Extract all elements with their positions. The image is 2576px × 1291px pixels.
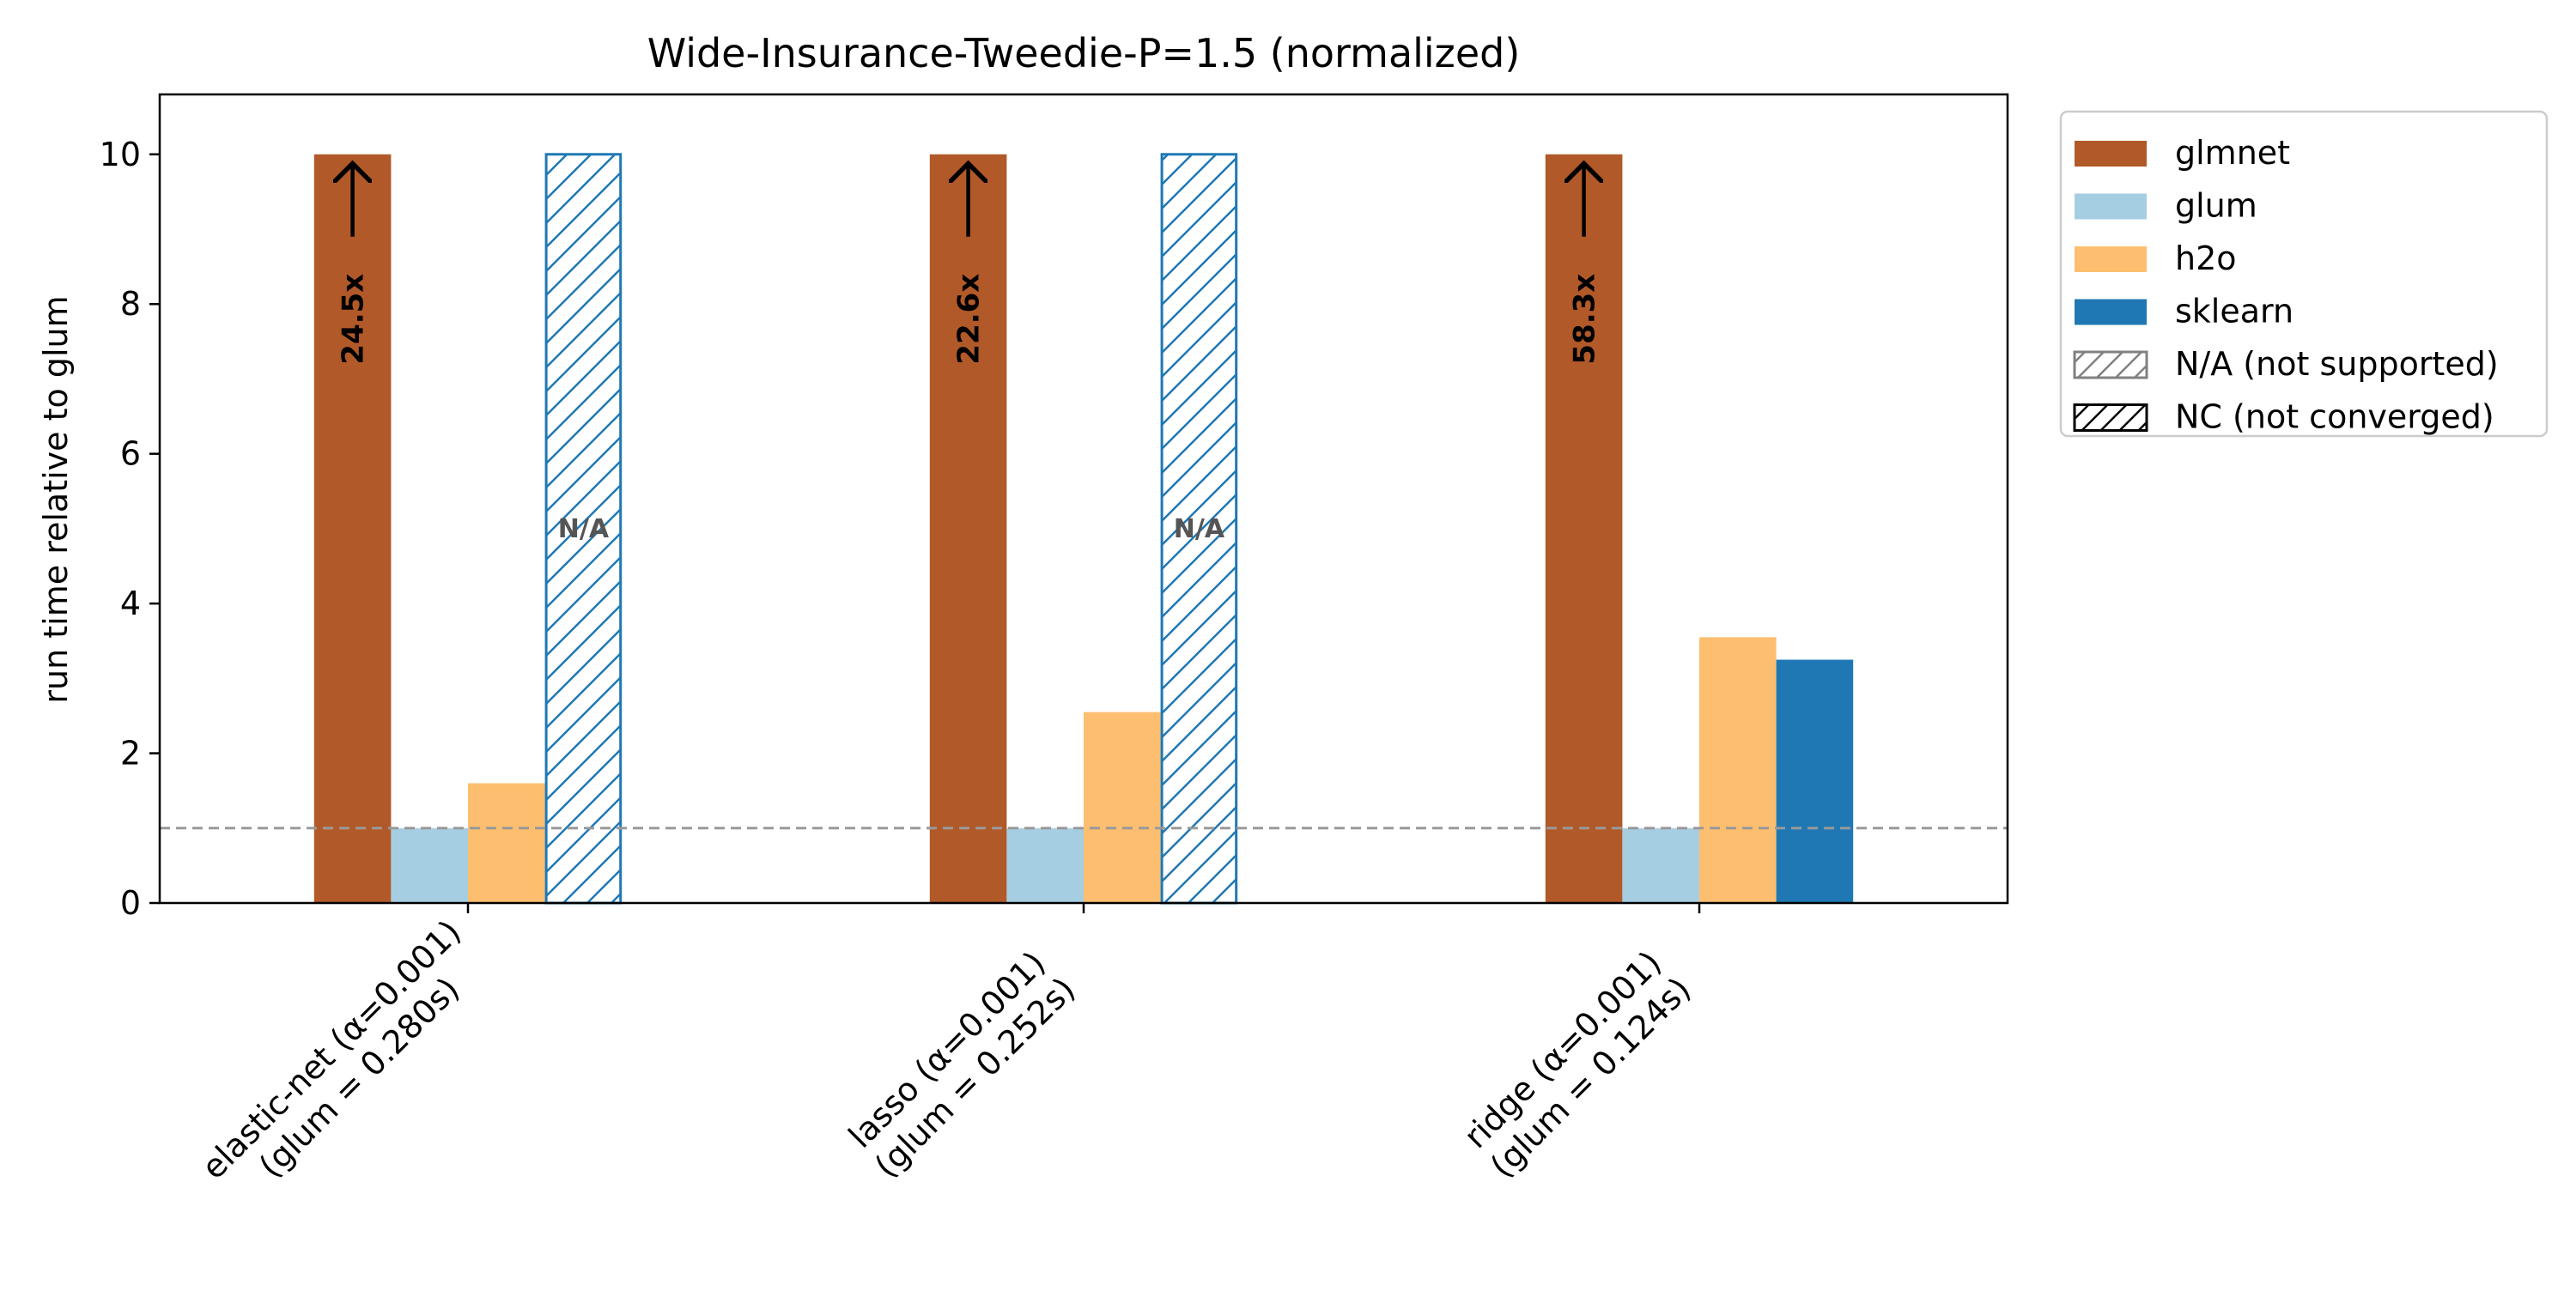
x-tick-label: elastic-net (α=0.001)(glum = 0.280s) (194, 912, 495, 1214)
bar-sklearn-na (1160, 153, 1238, 905)
y-tick-label: 10 (100, 136, 141, 173)
bar-sklearn-na (544, 153, 623, 905)
y-tick-label: 2 (120, 735, 141, 773)
na-label: N/A (558, 514, 610, 544)
bar-h2o (1084, 712, 1161, 903)
bar-glmnet (929, 154, 1007, 903)
x-tick-label: lasso (α=0.001)(glum = 0.252s) (840, 942, 1083, 1185)
y-axis-label: run time relative to glum (37, 295, 75, 703)
legend-swatch-1 (2075, 141, 2147, 167)
legend-label: h2o (2175, 239, 2237, 277)
y-tick-label: 4 (120, 585, 141, 622)
bar-sklearn (1776, 659, 1854, 903)
bar-glum (391, 827, 468, 903)
legend-label: N/A (not supported) (2175, 345, 2499, 383)
legend-label: sklearn (2175, 293, 2293, 330)
bar-h2o (468, 783, 545, 903)
clipped-value-label: 58.3x (1568, 274, 1602, 365)
legend-swatch-2 (2075, 193, 2147, 220)
bar-glum (1006, 827, 1084, 903)
legend-swatch-5 (2073, 350, 2148, 379)
legend-box (2059, 110, 2549, 438)
bar-glmnet (1545, 154, 1623, 903)
y-tick-label: 8 (120, 285, 141, 323)
na-label: N/A (1174, 514, 1225, 544)
y-tick-label: 0 (120, 884, 141, 922)
bar-h2o (1699, 637, 1777, 903)
clipped-value-label: 22.6x (952, 274, 987, 365)
chart-title: Wide-Insurance-Tweedie-P=1.5 (normalized… (647, 30, 1521, 76)
legend: glmnet glum h2o sklearn N/A (not supported) N… (2059, 110, 2549, 438)
y-tick-label: 6 (120, 435, 141, 473)
legend-swatch-6 (2073, 403, 2148, 432)
x-tick-label-line: elastic-net (α=0.001) (194, 912, 468, 1186)
bar-glum (1622, 827, 1699, 903)
legend-label: glum (2175, 187, 2257, 225)
bar-glmnet (313, 154, 392, 903)
clipped-value-label: 24.5x (337, 274, 371, 365)
x-tick-label: ridge (α=0.001)(glum = 0.124s) (1455, 942, 1698, 1185)
legend-label: NC (not converged) (2175, 398, 2494, 436)
legend-label: glmnet (2175, 134, 2290, 172)
legend-swatch-4 (2075, 299, 2147, 325)
legend-swatch-3 (2075, 246, 2147, 272)
